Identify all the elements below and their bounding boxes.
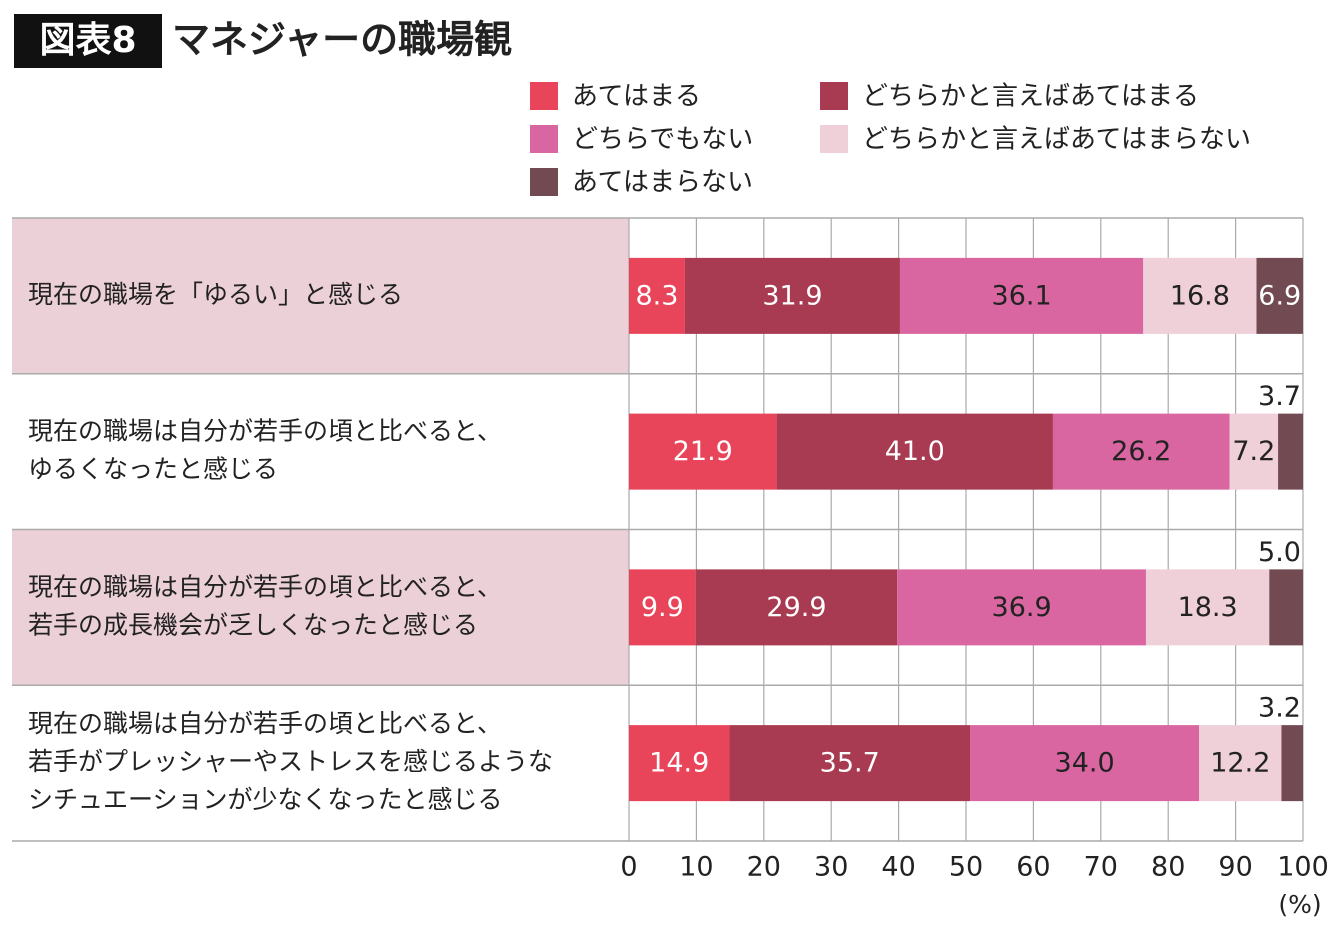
data-label: 6.9 [1258, 280, 1301, 311]
bar-segment [1143, 257, 1257, 334]
data-label: 16.8 [1170, 280, 1230, 311]
legend-swatch [530, 125, 558, 153]
data-label: 14.9 [649, 748, 709, 779]
data-label: 29.9 [766, 592, 826, 623]
data-label: 31.9 [762, 280, 822, 311]
x-tick-label: 10 [679, 852, 713, 883]
x-tick-label: 100 [1277, 852, 1329, 883]
data-label: 5.0 [1258, 537, 1301, 568]
x-tick-label: 0 [620, 852, 637, 883]
bar-segment [899, 257, 1144, 334]
row-label-bg [12, 529, 629, 686]
legend-label: あてはまる [572, 82, 701, 112]
x-axis-label: (%) [1278, 890, 1321, 919]
x-tick-label: 70 [1084, 852, 1118, 883]
category-label: 現在の職場を「ゆるい」と感じる [28, 280, 403, 309]
data-label: 36.1 [992, 280, 1052, 311]
bar-segment [729, 725, 971, 802]
bar-segment [629, 725, 730, 802]
data-label: 35.7 [820, 748, 880, 779]
bar-segment [1269, 569, 1303, 646]
bar-segment [1281, 725, 1303, 802]
data-label: 9.9 [641, 592, 684, 623]
category-label: 現在の職場は自分が若手の頃と比べると、 [28, 417, 502, 446]
legend-label: どちらかと言えばあてはまる [862, 82, 1199, 112]
bar-segment [1256, 257, 1303, 334]
legend-swatch [530, 82, 558, 110]
bar-segment [970, 725, 1200, 802]
bar-segment [776, 413, 1053, 490]
x-tick-label: 60 [1016, 852, 1050, 883]
x-tick-label: 50 [949, 852, 983, 883]
category-label: 現在の職場は自分が若手の頃と比べると、 [28, 572, 502, 601]
legend-swatch [530, 168, 558, 196]
x-tick-label: 80 [1151, 852, 1185, 883]
bar-segment [629, 257, 685, 334]
category-label: 若手の成長機会が乏しくなったと感じる [28, 610, 478, 639]
legend-label: どちらかと言えばあてはまらない [862, 125, 1251, 155]
data-label: 41.0 [885, 436, 945, 467]
data-label: 7.2 [1232, 436, 1275, 467]
data-label: 3.2 [1258, 693, 1301, 724]
category-label: シチュエーションが少なくなったと感じる [28, 785, 503, 814]
bar-segment [1052, 413, 1230, 490]
data-label: 21.9 [673, 436, 733, 467]
figure-label: 図表8 [39, 20, 136, 61]
category-label: 現在の職場は自分が若手の頃と比べると、 [28, 709, 502, 738]
bar-segment [684, 257, 900, 334]
x-tick-label: 40 [881, 852, 915, 883]
bar-segment [1199, 725, 1282, 802]
category-label: 若手がプレッシャーやストレスを感じるような [28, 747, 553, 776]
figure-label-box [14, 14, 162, 68]
data-label: 26.2 [1111, 436, 1171, 467]
bar-segment [1278, 413, 1303, 490]
bar-segment [695, 569, 898, 646]
data-label: 18.3 [1178, 592, 1238, 623]
legend-label: あてはまらない [572, 168, 753, 198]
category-label: ゆるくなったと感じる [28, 455, 278, 484]
legend-swatch [820, 82, 848, 110]
bar-segment [1145, 569, 1270, 646]
x-tick-label: 90 [1218, 852, 1252, 883]
data-label: 3.7 [1258, 381, 1301, 412]
legend-swatch [820, 125, 848, 153]
data-label: 36.9 [992, 592, 1052, 623]
bar-segment [629, 413, 777, 490]
data-label: 12.2 [1210, 748, 1270, 779]
data-label: 8.3 [635, 280, 678, 311]
bar-segment [897, 569, 1146, 646]
x-tick-label: 30 [814, 852, 848, 883]
row-label-bg [12, 218, 629, 374]
data-label: 34.0 [1055, 748, 1115, 779]
bar-segment [629, 569, 696, 646]
legend-label: どちらでもない [572, 125, 753, 155]
chart-title: マネジャーの職場観 [172, 18, 512, 62]
bar-segment [1229, 413, 1279, 490]
x-tick-label: 20 [747, 852, 781, 883]
